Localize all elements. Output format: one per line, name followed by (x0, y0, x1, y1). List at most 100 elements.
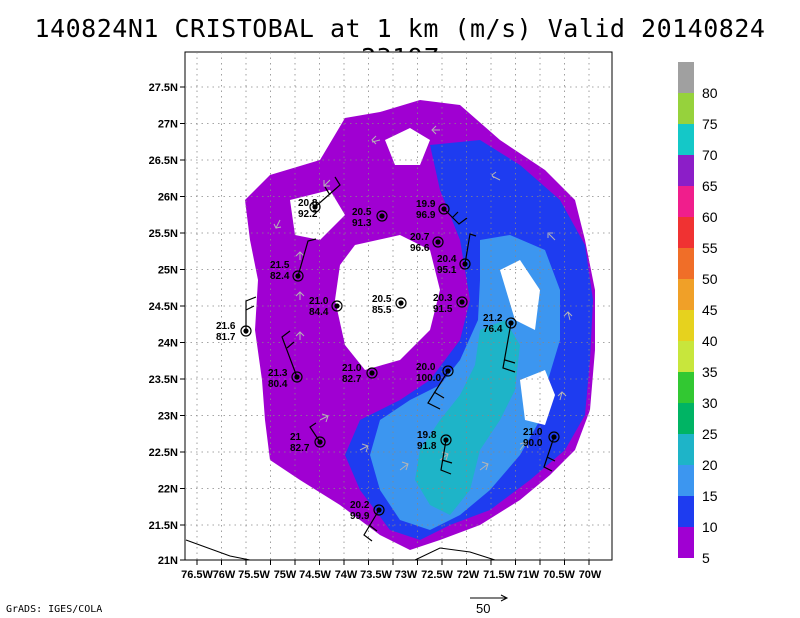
station-label: 20.2 (350, 500, 370, 511)
station-label: 76.4 (483, 324, 503, 335)
lon-label: 71W (517, 569, 540, 581)
colorbar-label: 15 (702, 488, 718, 504)
colorbar-label: 45 (702, 302, 718, 318)
colorbar-label: 75 (702, 116, 718, 132)
gap-n (385, 128, 430, 165)
station-label: 80.4 (268, 379, 288, 390)
lon-label: 73W (395, 569, 418, 581)
colorbar-swatch (678, 93, 694, 124)
lon-label: 73.5W (360, 569, 392, 581)
colorbar-swatch (678, 124, 694, 155)
lat-label: 24N (158, 338, 178, 350)
station-label: 21.2 (483, 313, 503, 324)
station-label: 91.3 (352, 218, 372, 229)
station-label: 91.8 (417, 441, 437, 452)
station-label: 85.5 (372, 305, 392, 316)
grads-credit: GrADS: IGES/COLA (6, 604, 103, 615)
lat-label: 27N (158, 119, 178, 131)
lat-labels: 27.5N 27N 26.5N 26N 25.5N 25N 24.5N 24N … (149, 82, 178, 567)
station-label: 20.7 (410, 232, 430, 243)
station-label: 21.3 (268, 368, 288, 379)
colorbar-swatch (678, 496, 694, 527)
lat-label: 23N (158, 411, 178, 423)
station-label: 20.8 (298, 198, 318, 209)
colorbar-label: 40 (702, 333, 718, 349)
lon-label: 75W (274, 569, 297, 581)
station-label: 20.0 (416, 362, 436, 373)
lat-label: 25.5N (149, 228, 178, 240)
lon-label: 75.5W (238, 569, 270, 581)
colorbar-label: 35 (702, 364, 718, 380)
wind-field (245, 100, 595, 550)
station-label: 20.3 (433, 293, 453, 304)
colorbar-swatch (678, 62, 694, 93)
lat-label: 22N (158, 484, 178, 496)
lon-label: 70.5W (543, 569, 575, 581)
colorbar-label: 70 (702, 147, 718, 163)
lon-label: 72W (457, 569, 480, 581)
station-label: 21.6 (216, 321, 236, 332)
lon-label: 76W (213, 569, 236, 581)
station-label: 90.0 (523, 438, 543, 449)
colorbar-label: 20 (702, 457, 718, 473)
station-labels: 20.8 92.2 20.5 91.3 19.9 96.9 21.5 82.4 … (216, 198, 543, 522)
station-label: 95.1 (437, 265, 457, 276)
lon-label: 70W (579, 569, 602, 581)
colorbar-label: 55 (702, 240, 718, 256)
station-label: 21.0 (523, 427, 543, 438)
station-label: 92.2 (298, 209, 318, 220)
colorbar-swatch (678, 248, 694, 279)
station-label: 99.9 (350, 511, 370, 522)
vector-scale-label: 50 (476, 601, 491, 616)
lat-label: 27.5N (149, 82, 178, 94)
station-label: 21.0 (309, 296, 329, 307)
station-label: 81.7 (216, 332, 236, 343)
station-label: 20.5 (352, 207, 372, 218)
station-label: 20.5 (372, 294, 392, 305)
colorbar: 80 75 70 65 60 55 50 45 40 35 30 25 20 15 10 5 (678, 62, 718, 566)
station-label: 96.9 (416, 210, 436, 221)
colorbar-label: 50 (702, 271, 718, 287)
station-label: 21 (290, 432, 302, 443)
eye-region (335, 235, 440, 370)
station-markers (240, 176, 560, 542)
colorbar-swatch (678, 186, 694, 217)
lat-label: 26.5N (149, 155, 178, 167)
lon-label: 71.5W (483, 569, 515, 581)
station-label: 19.9 (416, 199, 436, 210)
colorbar-swatch (678, 434, 694, 465)
station-label: 84.4 (309, 307, 329, 318)
colorbar-label: 30 (702, 395, 718, 411)
colorbar-label: 25 (702, 426, 718, 442)
colorbar-label: 10 (702, 519, 718, 535)
colorbar-swatch (678, 527, 694, 558)
gap-e (500, 260, 540, 330)
gap-se (520, 370, 555, 425)
coastline (185, 539, 251, 561)
lat-label: 23.5N (149, 374, 178, 386)
lat-label: 26N (158, 192, 178, 204)
colorbar-label: 80 (702, 85, 718, 101)
lat-label: 25N (158, 265, 178, 277)
axis-ticks (180, 86, 590, 565)
colorbar-swatch (678, 279, 694, 310)
colorbar-swatch (678, 465, 694, 496)
lon-labels: 76.5W 76W 75.5W 75W 74.5W 74W 73.5W 73W … (181, 569, 602, 581)
station-label: 82.7 (342, 374, 362, 385)
station-label: 96.6 (410, 243, 430, 254)
colorbar-label: 5 (702, 550, 710, 566)
station-label: 20.4 (437, 254, 457, 265)
station-label: 82.7 (290, 443, 310, 454)
lon-label: 76.5W (181, 569, 213, 581)
colorbar-swatch (678, 310, 694, 341)
lon-label: 74.5W (299, 569, 331, 581)
coastline-south (414, 547, 496, 561)
colorbar-label: 60 (702, 209, 718, 225)
lon-label: 72.5W (421, 569, 453, 581)
station-label: 91.5 (433, 304, 453, 315)
lat-label: 22.5N (149, 447, 178, 459)
colorbar-swatch (678, 341, 694, 372)
station-label: 100.0 (416, 373, 441, 384)
colorbar-swatch (678, 155, 694, 186)
colorbar-swatch (678, 403, 694, 434)
